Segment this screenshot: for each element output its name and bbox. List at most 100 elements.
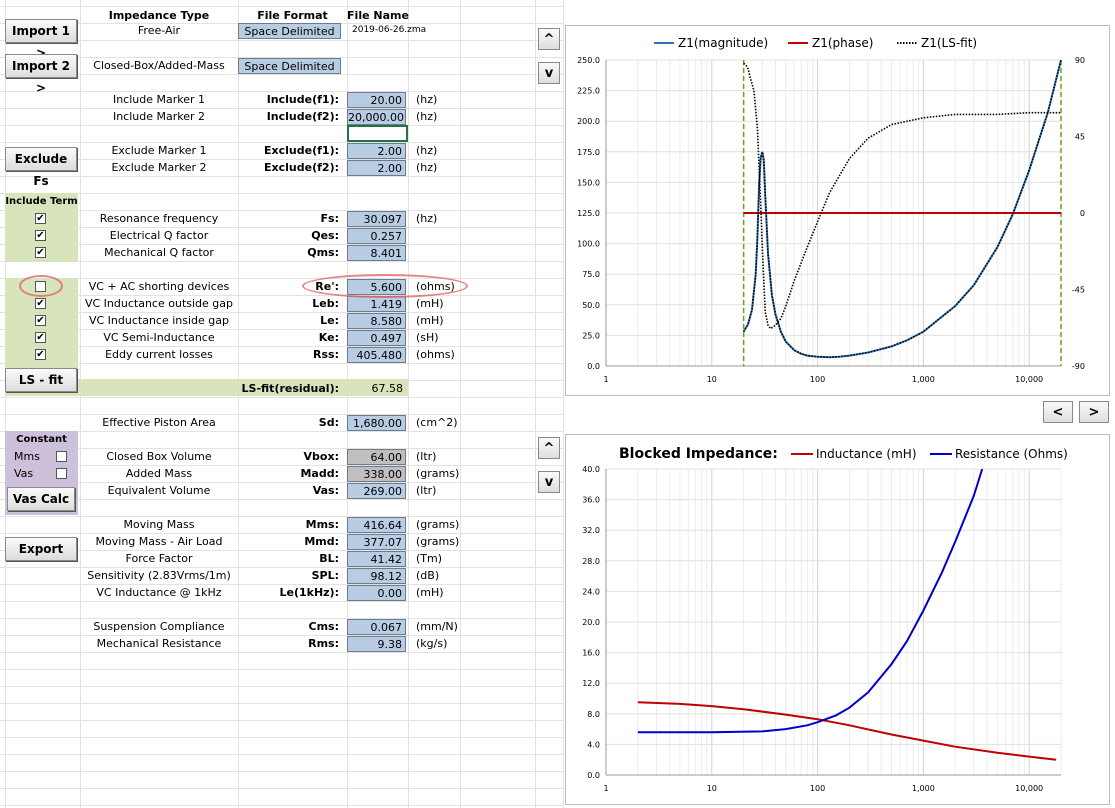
param-unit: (mH) bbox=[416, 314, 444, 327]
param-input[interactable]: 8.580 bbox=[347, 313, 406, 329]
param-checkbox-1[interactable]: ✔ bbox=[35, 230, 46, 241]
result-label: SPL: bbox=[311, 569, 339, 582]
result-input[interactable]: 98.12 bbox=[347, 568, 406, 584]
y-tick-label: 200.0 bbox=[577, 117, 600, 126]
sd-input[interactable]: 1,680.00 bbox=[347, 415, 406, 431]
exclude-f2-input[interactable]: 2.00 bbox=[347, 160, 406, 176]
y-tick-label: 100.0 bbox=[577, 240, 600, 249]
next-button[interactable]: > bbox=[1079, 401, 1109, 423]
result-input[interactable]: 0.00 bbox=[347, 585, 406, 601]
param-input[interactable]: 1.419 bbox=[347, 296, 406, 312]
constant-vas-label: Vas bbox=[14, 467, 34, 480]
exclude-f1-input[interactable]: 2.00 bbox=[347, 143, 406, 159]
param-checkbox-3[interactable]: ✔ bbox=[35, 332, 46, 343]
result-desc: VC Inductance @ 1kHz bbox=[96, 586, 222, 599]
y-tick-label: 175.0 bbox=[577, 148, 600, 157]
selected-cell[interactable] bbox=[347, 125, 408, 142]
result-label: Le(1kHz): bbox=[279, 586, 339, 599]
import-2-button[interactable]: Import 2 > bbox=[5, 54, 77, 95]
series-line-z1-magnitude bbox=[742, 59, 1062, 359]
exclude-f1-unit: (hz) bbox=[416, 144, 438, 157]
result-unit: (mH) bbox=[416, 586, 444, 599]
result-label: Mmd: bbox=[304, 535, 339, 548]
y2-tick-label: -90 bbox=[1072, 362, 1085, 371]
chart1-up-button[interactable]: ^ bbox=[538, 28, 560, 50]
param-desc: VC Inductance inside gap bbox=[88, 314, 230, 327]
header-file-format: File Format bbox=[257, 9, 328, 22]
y-tick-label: 32.0 bbox=[582, 526, 600, 535]
blocked-impedance-chart-svg: 0.0 4.0 8.0 12.0 16.0 20.0 24.0 28.0 32.0 36.0 40.… bbox=[582, 446, 1068, 793]
y-tick-label: 50.0 bbox=[582, 301, 600, 310]
x-tick-label: 10,000 bbox=[1015, 375, 1043, 384]
result-label: Cms: bbox=[308, 620, 339, 633]
import-1-type: Free-Air bbox=[137, 24, 181, 37]
x-tick-label: 10 bbox=[707, 375, 717, 384]
exclude-fs-button[interactable]: Exclude Fs bbox=[5, 147, 77, 188]
ls-fit-button[interactable]: LS - fit bbox=[5, 368, 77, 392]
param-checkbox-2[interactable]: ✔ bbox=[35, 315, 46, 326]
result-input[interactable]: 416.64 bbox=[347, 517, 406, 533]
param-input[interactable]: 405.480 bbox=[347, 347, 406, 363]
param-checkbox-2[interactable]: ✔ bbox=[35, 247, 46, 258]
export-button[interactable]: Export bbox=[5, 537, 77, 561]
chart2-up-button[interactable]: ^ bbox=[538, 437, 560, 459]
exclude-f2-label: Exclude(f2): bbox=[264, 161, 339, 174]
legend-entry: Inductance (mH) bbox=[816, 447, 917, 461]
import-2-type: Closed-Box/Added-Mass bbox=[93, 59, 225, 72]
constant-vas-checkbox[interactable] bbox=[56, 468, 67, 479]
param-input[interactable]: 0.257 bbox=[347, 228, 406, 244]
result-input[interactable]: 9.38 bbox=[347, 636, 406, 652]
param-input[interactable]: 30.097 bbox=[347, 211, 406, 227]
param-checkbox-0[interactable]: ✔ bbox=[35, 213, 46, 224]
param-input[interactable]: 0.497 bbox=[347, 330, 406, 346]
include-f2-input[interactable]: 20,000.00 bbox=[347, 109, 406, 125]
result-desc: Force Factor bbox=[125, 552, 193, 565]
y-tick-label: 75.0 bbox=[582, 270, 600, 279]
result-desc: Moving Mass - Air Load bbox=[95, 535, 223, 548]
param-checkbox-1[interactable]: ✔ bbox=[35, 298, 46, 309]
vas-calc-button[interactable]: Vas Calc bbox=[7, 487, 75, 511]
y-tick-label: 150.0 bbox=[577, 178, 600, 187]
box-param-unit: (ltr) bbox=[416, 450, 437, 463]
result-desc: Sensitivity (2.83Vrms/1m) bbox=[87, 569, 231, 582]
chart2-down-button[interactable]: v bbox=[538, 471, 560, 493]
param-checkbox-4[interactable]: ✔ bbox=[35, 349, 46, 360]
result-input[interactable]: 377.07 bbox=[347, 534, 406, 550]
param-input[interactable]: 8.401 bbox=[347, 245, 406, 261]
box-param-desc: Added Mass bbox=[125, 467, 193, 480]
param-desc: VC + AC shorting devices bbox=[88, 280, 230, 293]
result-input[interactable]: 0.067 bbox=[347, 619, 406, 635]
include-f1-input[interactable]: 20.00 bbox=[347, 92, 406, 108]
chart1-down-button[interactable]: v bbox=[538, 62, 560, 84]
x-tick-label: 100 bbox=[810, 375, 825, 384]
x-tick-label: 1,000 bbox=[912, 375, 935, 384]
box-param-input[interactable]: 269.00 bbox=[347, 483, 406, 499]
blocked-impedance-chart: 0.0 4.0 8.0 12.0 16.0 20.0 24.0 28.0 32.0 36.0 40.… bbox=[565, 434, 1110, 805]
param-desc: VC Inductance outside gap bbox=[84, 297, 233, 310]
include-f1-unit: (hz) bbox=[416, 93, 438, 106]
box-param-desc: Closed Box Volume bbox=[106, 450, 212, 463]
import-1-format-select[interactable]: Space Delimited bbox=[238, 23, 341, 39]
param-desc: Electrical Q factor bbox=[109, 229, 209, 242]
box-param-input[interactable]: 338.00 bbox=[347, 466, 406, 482]
import-1-button[interactable]: Import 1 > bbox=[5, 19, 77, 60]
box-param-unit: (ltr) bbox=[416, 484, 437, 497]
x-tick-label: 10 bbox=[707, 784, 717, 793]
import-2-format-select[interactable]: Space Delimited bbox=[238, 58, 341, 74]
import-1-file-name[interactable]: 2019-06-26.zma bbox=[352, 25, 427, 35]
constant-mms-checkbox[interactable] bbox=[56, 451, 67, 462]
param-label: Rss: bbox=[313, 348, 339, 361]
exclude-marker-1-desc: Exclude Marker 1 bbox=[111, 144, 207, 157]
y-tick-label: 4.0 bbox=[587, 740, 600, 749]
y-tick-label: 0.0 bbox=[587, 362, 600, 371]
result-desc: Moving Mass bbox=[123, 518, 195, 531]
prev-button[interactable]: < bbox=[1043, 401, 1073, 423]
result-label: Rms: bbox=[308, 637, 339, 650]
param-desc: Mechanical Q factor bbox=[104, 246, 214, 259]
result-unit: (kg/s) bbox=[416, 637, 448, 650]
result-input[interactable]: 41.42 bbox=[347, 551, 406, 567]
series-line-resistance-ohms bbox=[637, 468, 984, 734]
box-param-label: Madd: bbox=[300, 467, 339, 480]
box-param-input[interactable]: 64.00 bbox=[347, 449, 406, 465]
